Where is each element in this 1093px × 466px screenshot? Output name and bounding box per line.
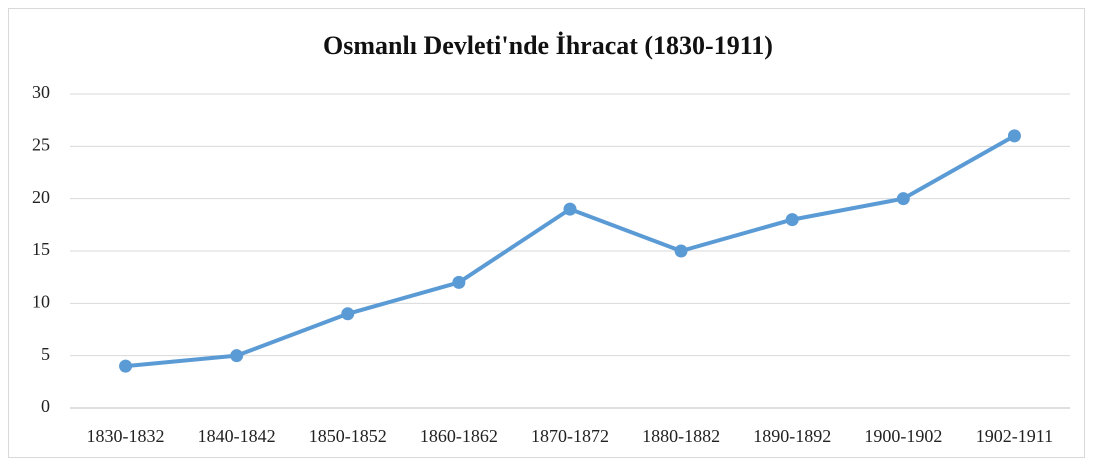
x-tick-label: 1880-1882 [642,426,720,446]
x-tick-label: 1890-1892 [753,426,831,446]
x-tick-label: 1830-1832 [87,426,165,446]
y-tick-label: 20 [32,187,50,207]
x-tick-label: 1900-1902 [864,426,942,446]
y-tick-label: 5 [41,344,50,364]
marker [230,349,244,363]
y-tick-label: 0 [41,396,50,416]
x-tick-label: 1850-1852 [309,426,387,446]
x-tick-label: 1870-1872 [531,426,609,446]
y-tick-label: 10 [32,291,50,311]
marker [896,192,910,206]
marker [452,275,466,289]
marker [1007,129,1021,143]
marker [119,359,133,373]
y-tick-label: 30 [32,82,50,102]
chart-title: Osmanlı Devleti'nde İhracat (1830-1911) [323,31,773,60]
x-tick-label: 1902-1911 [976,426,1053,446]
y-tick-label: 15 [32,239,50,259]
marker [785,213,799,227]
marker [563,202,577,216]
x-tick-label: 1860-1862 [420,426,498,446]
chart-border [8,8,1085,458]
marker [674,244,688,258]
x-tick-label: 1840-1842 [198,426,276,446]
y-tick-label: 25 [32,134,50,154]
marker [341,307,355,321]
